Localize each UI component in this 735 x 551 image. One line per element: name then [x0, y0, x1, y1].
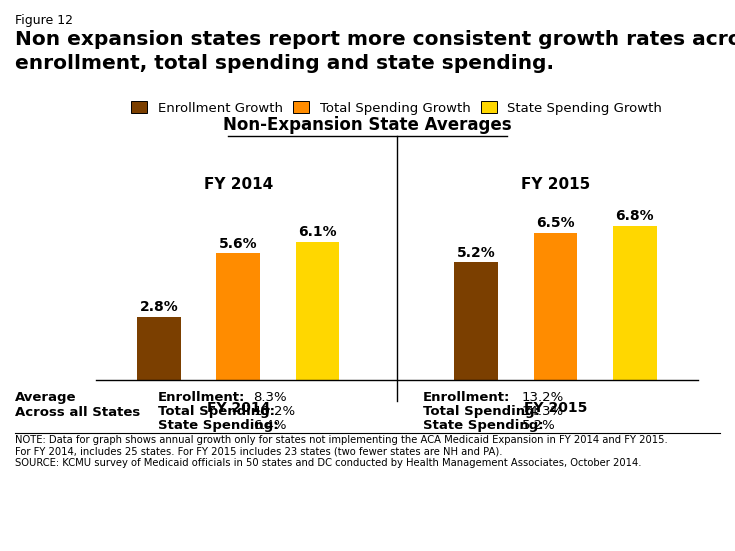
Text: FAMILY: FAMILY: [648, 517, 700, 531]
Text: 6.1%: 6.1%: [298, 225, 337, 239]
Text: 6.5%: 6.5%: [537, 216, 575, 230]
Text: Non-Expansion State Averages: Non-Expansion State Averages: [223, 116, 512, 134]
Text: Average: Average: [15, 391, 76, 404]
Text: 13.2%: 13.2%: [522, 391, 564, 404]
Bar: [454, 262, 498, 380]
Text: NOTE: Data for graph shows annual growth only for states not implementing the AC: NOTE: Data for graph shows annual growth…: [15, 435, 667, 468]
Text: 6.8%: 6.8%: [615, 209, 654, 224]
Text: Across all States: Across all States: [15, 406, 140, 419]
Text: State Spending:: State Spending:: [158, 419, 279, 432]
Text: Enrollment:: Enrollment:: [158, 391, 245, 404]
Text: 5.6%: 5.6%: [219, 236, 257, 251]
Text: Non expansion states report more consistent growth rates across
enrollment, tota: Non expansion states report more consist…: [15, 30, 735, 73]
Text: Total Spending:: Total Spending:: [158, 405, 275, 418]
Text: 14.3%: 14.3%: [522, 405, 564, 418]
Text: 6.4%: 6.4%: [254, 419, 287, 432]
Bar: [217, 253, 260, 380]
Text: 2.8%: 2.8%: [140, 300, 179, 314]
Bar: [137, 317, 181, 380]
Text: Total Spending:: Total Spending:: [423, 405, 539, 418]
Bar: [534, 233, 577, 380]
Bar: [295, 242, 340, 380]
Text: 8.3%: 8.3%: [254, 391, 287, 404]
Text: FOUNDATION: FOUNDATION: [645, 531, 703, 540]
Text: FY 2015: FY 2015: [524, 401, 587, 414]
Text: 5.2%: 5.2%: [522, 419, 556, 432]
Text: Enrollment:: Enrollment:: [423, 391, 510, 404]
Bar: [613, 226, 656, 380]
Text: State Spending:: State Spending:: [423, 419, 543, 432]
Text: 10.2%: 10.2%: [254, 405, 295, 418]
Text: KAISER: KAISER: [647, 506, 701, 519]
Text: 5.2%: 5.2%: [457, 246, 495, 260]
Text: FY 2015: FY 2015: [521, 177, 590, 192]
Legend: Enrollment Growth, Total Spending Growth, State Spending Growth: Enrollment Growth, Total Spending Growth…: [127, 98, 667, 118]
Text: FY 2014: FY 2014: [207, 401, 270, 414]
Text: Figure 12: Figure 12: [15, 14, 73, 27]
Text: FY 2014: FY 2014: [204, 177, 273, 192]
Text: THE HENRY J.: THE HENRY J.: [648, 498, 700, 504]
